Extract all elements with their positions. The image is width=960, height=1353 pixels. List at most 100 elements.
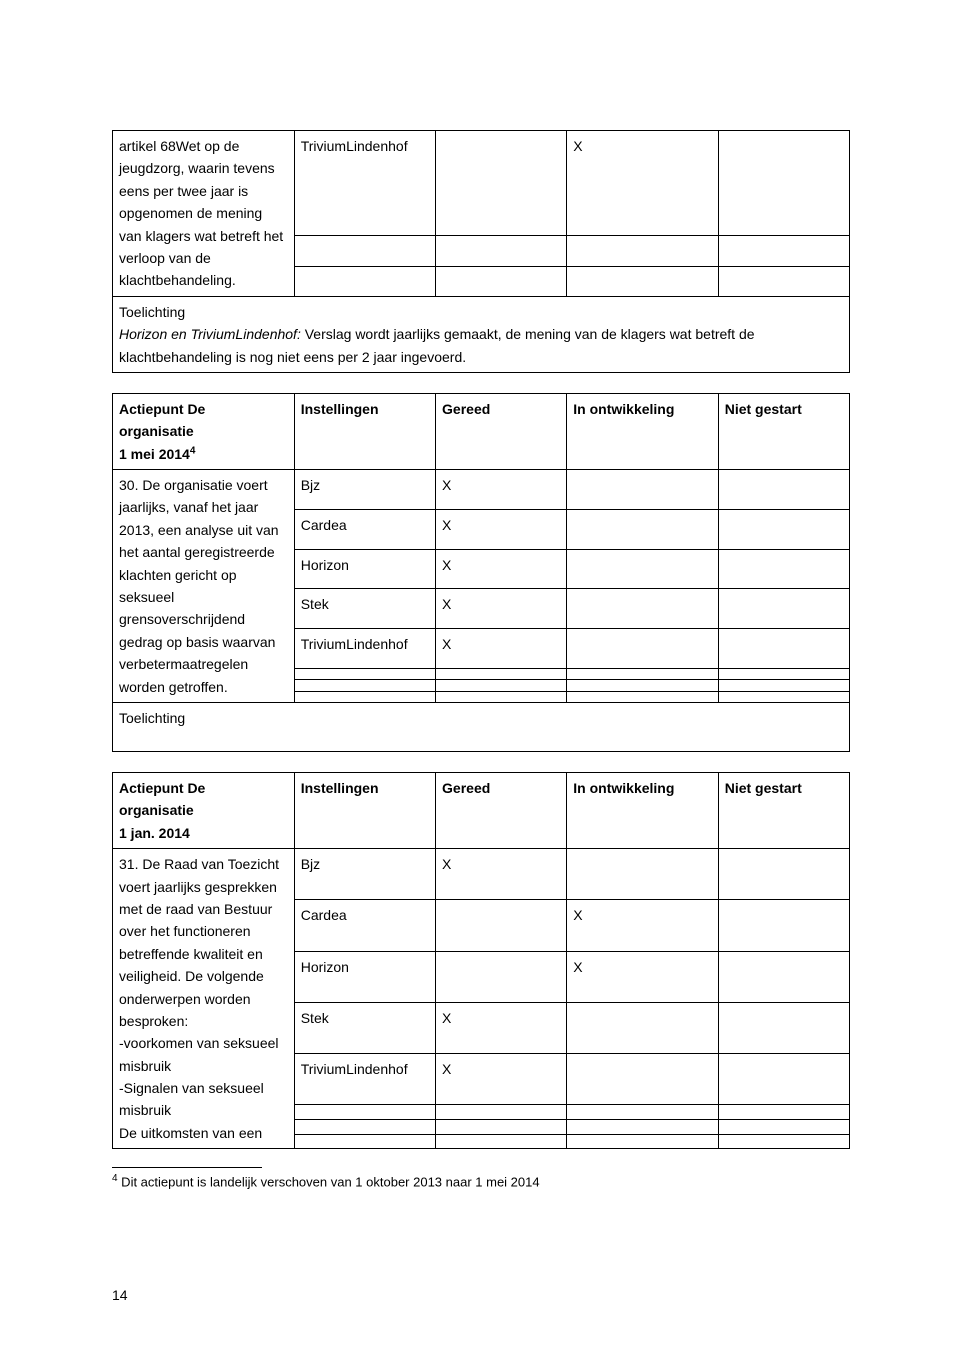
- cell-dev: [567, 849, 718, 900]
- table-row: 31. De Raad van Toezicht voert jaarlijks…: [113, 849, 850, 900]
- cell-inst: [294, 680, 435, 691]
- toelichting-row: Toelichting: [113, 702, 850, 751]
- cell-inst: Cardea: [294, 900, 435, 951]
- toelichting-cell: Toelichting Horizon en TriviumLindenhof:…: [113, 296, 850, 372]
- h-line: organisatie: [119, 423, 194, 439]
- h-line: organisatie: [119, 802, 194, 818]
- cell-gereed: X: [436, 470, 567, 510]
- table-3: Actiepunt De organisatie 1 jan. 2014 Ins…: [112, 772, 850, 1149]
- cell-niet: [718, 668, 849, 679]
- cell-inst: [294, 691, 435, 702]
- cell-dev: [567, 236, 718, 266]
- cell-inst: Bjz: [294, 849, 435, 900]
- cell-gereed: [436, 1119, 567, 1134]
- cell-dev: [567, 629, 718, 669]
- cell-niet: [718, 849, 849, 900]
- cell-gereed: X: [436, 509, 567, 549]
- cell-inst: Stek: [294, 589, 435, 629]
- cell-niet: [718, 1134, 849, 1149]
- cell-gereed: [436, 680, 567, 691]
- cell-dev: X: [567, 131, 718, 236]
- cell-inst: Bjz: [294, 470, 435, 510]
- cell-dev: [567, 266, 718, 296]
- document-page: artikel 68Wet op de jeugdzorg, waarin te…: [0, 0, 960, 1353]
- cell-inst: TriviumLindenhof: [294, 1053, 435, 1104]
- cell-niet: [718, 509, 849, 549]
- cell-niet: [718, 589, 849, 629]
- h-line: Actiepunt De: [119, 401, 205, 417]
- cell-niet: [718, 691, 849, 702]
- cell-dev: [567, 549, 718, 589]
- cell-inst: [294, 668, 435, 679]
- cell-dev: [567, 509, 718, 549]
- cell-inst: Horizon: [294, 549, 435, 589]
- description-cell: artikel 68Wet op de jeugdzorg, waarin te…: [113, 131, 295, 297]
- h-line: 1 mei 2014: [119, 446, 190, 462]
- cell-niet: [718, 951, 849, 1002]
- header-actiepunt: Actiepunt De organisatie 1 jan. 2014: [113, 772, 295, 848]
- footnote: 4 Dit actiepunt is landelijk verschoven …: [112, 1172, 850, 1192]
- cell-gereed: X: [436, 1002, 567, 1053]
- cell-dev: [567, 1053, 718, 1104]
- cell-niet: [718, 236, 849, 266]
- cell-inst: Cardea: [294, 509, 435, 549]
- toelichting-emph: Horizon en TriviumLindenhof:: [119, 326, 301, 342]
- h-line: 1 jan. 2014: [119, 825, 190, 841]
- cell-inst: [294, 266, 435, 296]
- cell-gereed: [436, 900, 567, 951]
- cell-inst: [294, 1105, 435, 1120]
- cell-gereed: [436, 951, 567, 1002]
- cell-inst: TriviumLindenhof: [294, 629, 435, 669]
- cell-dev: X: [567, 900, 718, 951]
- footnote-separator: [112, 1167, 262, 1168]
- cell-dev: [567, 1105, 718, 1120]
- header-gereed: Gereed: [436, 393, 567, 469]
- cell-inst: Horizon: [294, 951, 435, 1002]
- h-line: Actiepunt De: [119, 780, 205, 796]
- header-row: Actiepunt De organisatie 1 mei 20144 Ins…: [113, 393, 850, 469]
- cell-gereed: X: [436, 629, 567, 669]
- footnote-text: Dit actiepunt is landelijk verschoven va…: [118, 1175, 540, 1190]
- cell-inst: Stek: [294, 1002, 435, 1053]
- cell-gereed: [436, 266, 567, 296]
- cell-gereed: X: [436, 1053, 567, 1104]
- table-row: 30. De organisatie voert jaarlijks, vana…: [113, 470, 850, 510]
- header-niet-gestart: Niet gestart: [718, 772, 849, 848]
- cell-dev: [567, 1119, 718, 1134]
- cell-dev: X: [567, 951, 718, 1002]
- toelichting-label: Toelichting: [119, 304, 185, 320]
- cell-dev: [567, 589, 718, 629]
- cell-inst: TriviumLindenhof: [294, 131, 435, 236]
- page-number: 14: [112, 1287, 128, 1303]
- description-cell: 31. De Raad van Toezicht voert jaarlijks…: [113, 849, 295, 1149]
- cell-niet: [718, 266, 849, 296]
- cell-dev: [567, 1002, 718, 1053]
- footnote-ref: 4: [190, 445, 196, 456]
- cell-gereed: X: [436, 549, 567, 589]
- toelichting-row: Toelichting Horizon en TriviumLindenhof:…: [113, 296, 850, 372]
- table-2: Actiepunt De organisatie 1 mei 20144 Ins…: [112, 393, 850, 752]
- cell-gereed: X: [436, 589, 567, 629]
- cell-gereed: [436, 691, 567, 702]
- header-instellingen: Instellingen: [294, 393, 435, 469]
- cell-niet: [718, 549, 849, 589]
- cell-niet: [718, 1105, 849, 1120]
- table-row: artikel 68Wet op de jeugdzorg, waarin te…: [113, 131, 850, 236]
- header-in-ontwikkeling: In ontwikkeling: [567, 393, 718, 469]
- description-cell: 30. De organisatie voert jaarlijks, vana…: [113, 470, 295, 703]
- cell-gereed: [436, 236, 567, 266]
- header-row: Actiepunt De organisatie 1 jan. 2014 Ins…: [113, 772, 850, 848]
- header-niet-gestart: Niet gestart: [718, 393, 849, 469]
- toelichting-cell: Toelichting: [113, 702, 850, 751]
- header-gereed: Gereed: [436, 772, 567, 848]
- cell-niet: [718, 1119, 849, 1134]
- cell-niet: [718, 470, 849, 510]
- header-actiepunt: Actiepunt De organisatie 1 mei 20144: [113, 393, 295, 469]
- cell-dev: [567, 1134, 718, 1149]
- table-1: artikel 68Wet op de jeugdzorg, waarin te…: [112, 130, 850, 373]
- header-instellingen: Instellingen: [294, 772, 435, 848]
- cell-dev: [567, 691, 718, 702]
- toelichting-label: Toelichting: [119, 710, 185, 726]
- cell-gereed: [436, 668, 567, 679]
- cell-niet: [718, 900, 849, 951]
